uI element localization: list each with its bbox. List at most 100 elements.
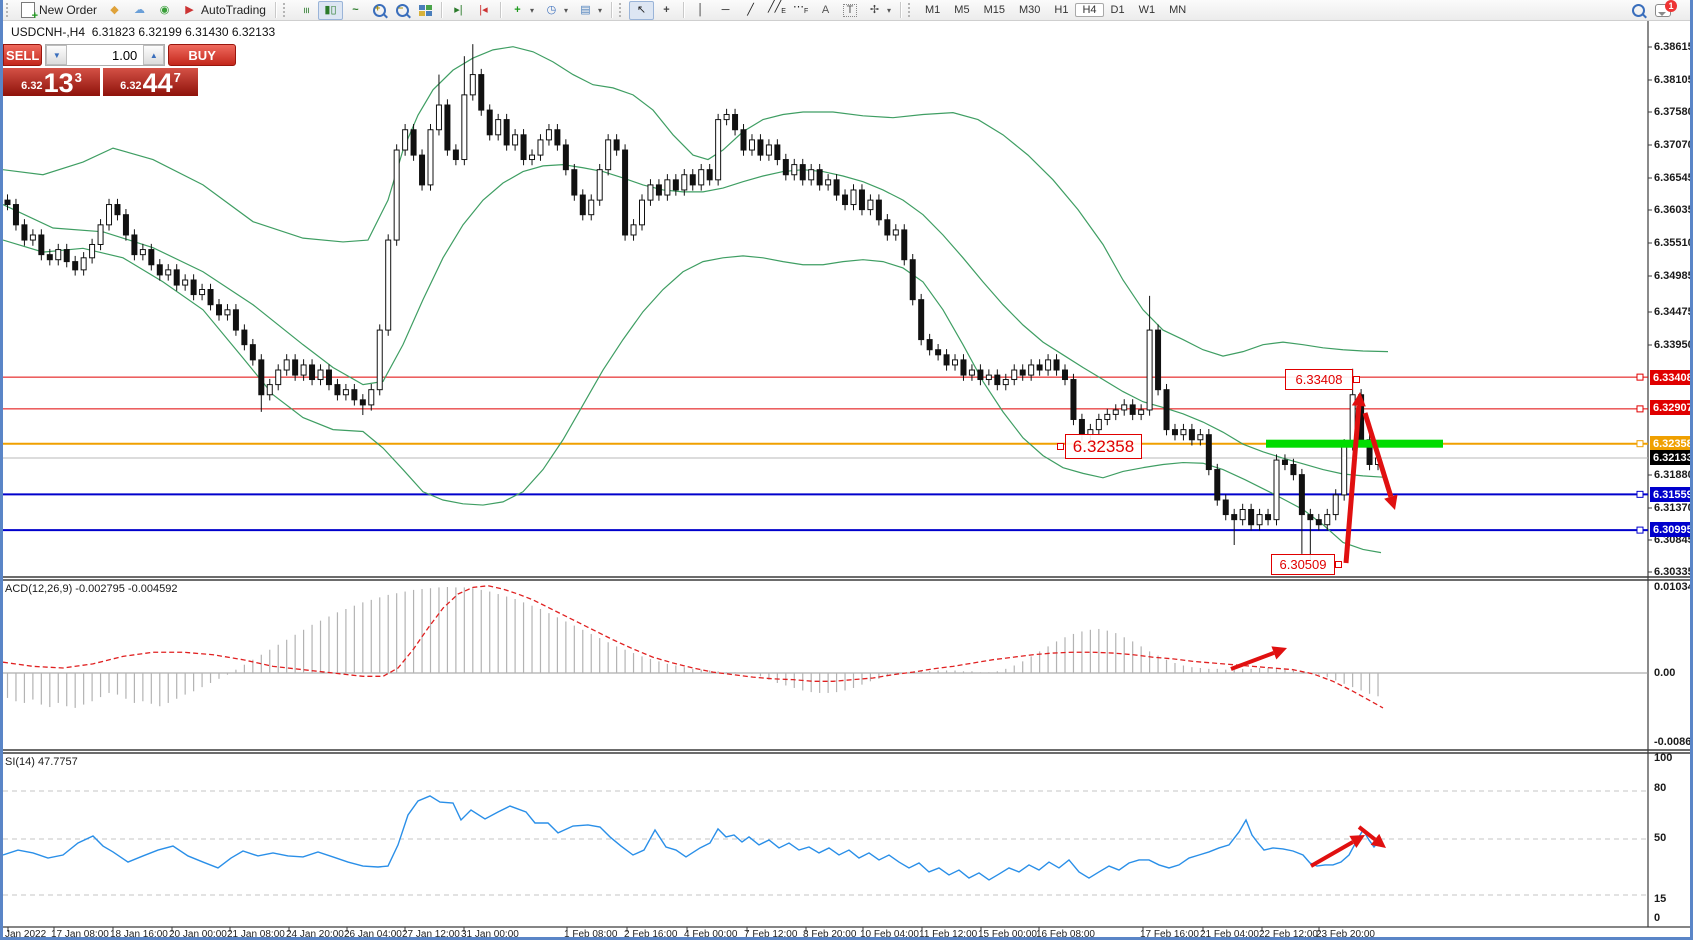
rsi-label: SI(14) 47.7757 xyxy=(5,756,78,768)
buy-price-prefix: 6.32 xyxy=(120,80,142,92)
indicator-axis-value: 80 xyxy=(1654,782,1667,794)
timeframe-m1[interactable]: M1 xyxy=(925,4,941,16)
price-annotation[interactable]: 6.33408 xyxy=(1285,369,1353,390)
volume-decrease-button[interactable]: ▼ xyxy=(46,45,68,65)
fibonacci-button[interactable]: ⋯F xyxy=(788,1,813,20)
equidistant-channel-icon: ╱╱E xyxy=(768,1,786,16)
new-order-label: New Order xyxy=(39,3,98,17)
timeframe-w1[interactable]: W1 xyxy=(1138,4,1156,16)
line-chart-icon: ~ xyxy=(352,3,359,16)
text-icon: A xyxy=(821,3,830,16)
annotation-anchor[interactable] xyxy=(1057,442,1064,450)
buy-price-display[interactable]: 6.32 44 7 xyxy=(103,68,198,97)
time-axis-label: 1 Feb 08:00 xyxy=(564,929,618,940)
sell-button[interactable]: SELL xyxy=(3,44,43,66)
account-button[interactable]: ◆ xyxy=(102,1,127,20)
time-axis-label: 18 Jan 16:00 xyxy=(110,929,168,940)
timeframe-m15[interactable]: M15 xyxy=(983,4,1005,16)
vertical-line-icon: │ xyxy=(697,3,704,16)
fibonacci-icon: ⋯F xyxy=(793,1,809,16)
line-chart-button[interactable]: ~ xyxy=(343,1,368,20)
chart-area[interactable] xyxy=(3,20,1693,940)
annotation-anchor[interactable] xyxy=(1335,560,1342,568)
sell-price-display[interactable]: 6.32 13 3 xyxy=(3,68,100,98)
chart-shift-icon: |◂ xyxy=(479,3,488,16)
price-down-arrow xyxy=(1362,412,1394,498)
indicator-axis-value: 0.00 xyxy=(1654,667,1676,679)
crosshair-button[interactable]: + xyxy=(654,1,679,20)
candlestick-button[interactable]: ▮▯ xyxy=(317,0,343,20)
signals-button[interactable]: ◉ xyxy=(152,1,177,20)
time-axis-label: 23 Feb 20:00 xyxy=(1316,929,1375,940)
toolbar-grip[interactable] xyxy=(6,3,13,17)
volume-input[interactable] xyxy=(67,45,144,65)
tile-windows-button[interactable] xyxy=(414,1,437,20)
chart-shift-button[interactable]: |◂ xyxy=(471,1,496,20)
price-tick: 6.31370 xyxy=(1654,502,1693,514)
volume-increase-button[interactable]: ▲ xyxy=(143,45,165,65)
timeframe-mn[interactable]: MN xyxy=(1169,4,1187,16)
timeframe-toolbar: M1 M5 M15 M30 H1 H4 D1 W1 MN xyxy=(918,3,1193,17)
price-annotation[interactable]: 6.32358 xyxy=(1065,434,1142,459)
macd-label: ACD(12,26,9) -0.002795 -0.004592 xyxy=(5,583,178,595)
autotrading-label: AutoTrading xyxy=(201,3,266,17)
bar-chart-button[interactable]: ≡ xyxy=(293,1,318,20)
one-click-trading-widget: SELL ▼ ▲ BUY 6.32 13 3 6.32 44 7 xyxy=(3,44,236,98)
trendline-button[interactable]: ╱ xyxy=(738,1,763,20)
price-annotation[interactable]: 6.30509 xyxy=(1271,554,1335,575)
indicators-icon: + xyxy=(514,3,521,16)
timeframe-m5[interactable]: M5 xyxy=(954,4,970,16)
periods-icon: ◷ xyxy=(546,3,557,16)
sell-price-sup: 3 xyxy=(74,70,82,85)
new-order-button[interactable]: New Order xyxy=(16,1,102,22)
arrows-button[interactable]: ✢ ▾ xyxy=(862,1,896,20)
timeframe-h1[interactable]: H1 xyxy=(1054,4,1069,16)
time-axis-label: 24 Jan 20:00 xyxy=(286,929,344,940)
chart-title: USDCNH-,H4 6.31823 6.32199 6.31430 6.321… xyxy=(11,25,275,39)
auto-scroll-button[interactable]: ▸| xyxy=(446,1,471,20)
signals-icon: ◉ xyxy=(159,3,170,16)
time-axis-label: 2 Feb 16:00 xyxy=(624,929,678,940)
horizontal-line-button[interactable]: ─ xyxy=(713,1,738,20)
time-axis-label: 7 Feb 12:00 xyxy=(744,929,798,940)
volume-stepper: ▼ ▲ xyxy=(45,44,166,66)
buy-button[interactable]: BUY xyxy=(168,44,236,66)
sell-price-prefix: 6.32 xyxy=(21,80,43,92)
price-tick: 6.31880 xyxy=(1654,469,1693,481)
search-button[interactable] xyxy=(1627,1,1650,20)
price-level-badge: 6.32907 xyxy=(1650,400,1690,415)
text-button[interactable]: A xyxy=(813,1,838,20)
auto-scroll-icon: ▸| xyxy=(454,3,463,16)
price-level-badge: 6.32133 xyxy=(1650,450,1690,465)
new-order-icon xyxy=(21,2,38,22)
price-up-arrow xyxy=(1343,405,1362,564)
vertical-line-button[interactable]: │ xyxy=(688,1,713,20)
chat-badge: 1 xyxy=(1665,0,1677,12)
indicators-button[interactable]: + ▾ xyxy=(505,1,539,20)
timeframe-m30[interactable]: M30 xyxy=(1018,4,1041,16)
timeframe-d1[interactable]: D1 xyxy=(1110,4,1125,16)
equidistant-channel-button[interactable]: ╱╱E xyxy=(763,1,788,20)
rsi-down-arrow xyxy=(1357,825,1377,841)
text-label-button[interactable]: T xyxy=(838,1,862,20)
autotrading-button[interactable]: ▶ AutoTrading xyxy=(177,1,271,20)
templates-button[interactable]: ▤ ▾ xyxy=(573,1,607,20)
periods-button[interactable]: ◷ ▾ xyxy=(539,1,573,20)
sell-price-big: 13 xyxy=(43,68,74,98)
timeframe-h4[interactable]: H4 xyxy=(1075,3,1104,17)
zoom-out-button[interactable]: − xyxy=(391,1,414,20)
metaquotes-cloud-button[interactable]: ☁ xyxy=(127,1,152,20)
price-level-badge: 6.32358 xyxy=(1650,436,1690,451)
templates-icon: ▤ xyxy=(580,3,591,16)
cursor-button[interactable]: ↖ xyxy=(629,0,654,20)
zoom-in-button[interactable]: + xyxy=(368,1,391,20)
annotation-anchor[interactable] xyxy=(1353,375,1360,383)
search-icon xyxy=(1632,3,1645,17)
chat-button[interactable]: 1 xyxy=(1650,0,1677,20)
price-level-badge: 6.33408 xyxy=(1650,370,1690,385)
time-axis-label: 27 Jan 12:00 xyxy=(402,929,460,940)
price-tick: 6.30845 xyxy=(1654,534,1693,546)
crosshair-icon: + xyxy=(663,3,670,16)
time-axis-label: 26 Jan 04:00 xyxy=(344,929,402,940)
